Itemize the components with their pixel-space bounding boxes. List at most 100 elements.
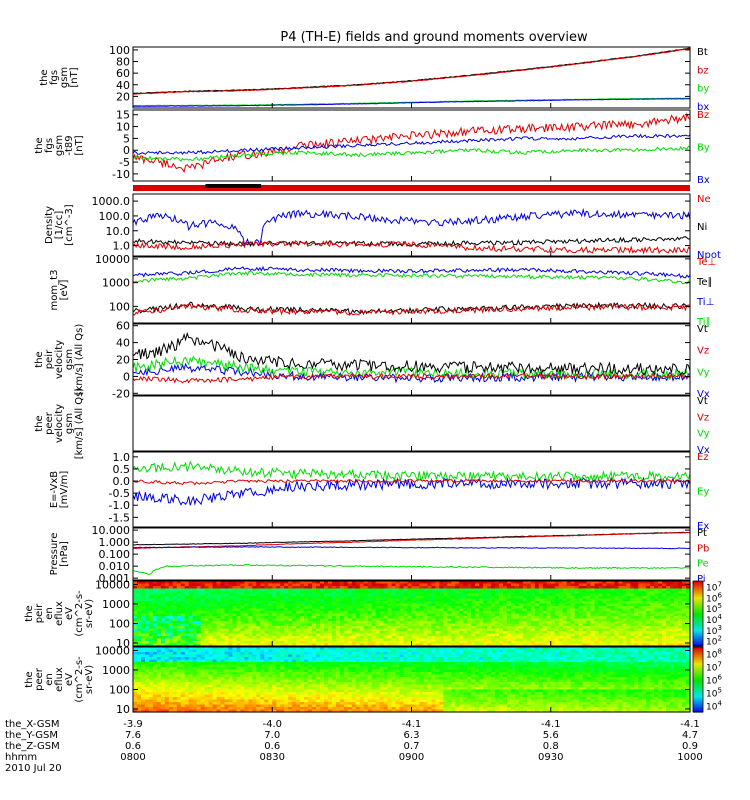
panel-frame [132, 395, 691, 452]
panel-frame [132, 109, 691, 182]
y-tick-label: 80 [116, 56, 130, 69]
x-tick-label: -3.9 [123, 719, 143, 730]
y-tick-label: 0.100 [99, 548, 131, 561]
series-Te⊥ [132, 303, 691, 316]
series-Bt [132, 47, 691, 95]
y-label-line: gsm [54, 135, 65, 156]
y-axis-label: the peir velocity gsm [km/s] (All Qs) [34, 324, 85, 396]
x-tick-label: 0900 [399, 752, 424, 763]
colorbar-tick: 107 [706, 661, 722, 674]
spectrogram-layer [133, 581, 691, 713]
x-tick-label: 0.6 [125, 741, 141, 752]
y-axis-label: the fgs gsm -t89 [nT] [34, 135, 85, 156]
y-tick-label: 0.001 [99, 572, 131, 585]
y-tick-label: 5 [123, 132, 130, 145]
y-label-line: Density [44, 206, 55, 244]
y-tick-label: 1000 [102, 664, 130, 677]
colorbar-tick: 104 [706, 700, 722, 713]
y-tick-label: 10000 [95, 578, 130, 591]
y-label-line: the [34, 415, 45, 431]
y-tick-label: 100 [109, 44, 130, 57]
x-tick-label: 0.8 [543, 741, 559, 752]
y-label-line: velocity [54, 404, 65, 443]
x-tick-label: 7.6 [125, 730, 141, 741]
y-label-line: the [24, 605, 35, 621]
y-axis-label: the peer velocity gsm [km/s] (All Qs) [34, 388, 85, 460]
x-row-label: the_Y-GSM [5, 730, 58, 741]
series-Bx [132, 133, 691, 156]
x-tick-label: 4.7 [682, 730, 698, 741]
y-label-line: (cm^2-s- [74, 590, 85, 637]
y-axis-label: the fgs gsm [nT] [39, 67, 80, 88]
x-tick-label: 0.9 [682, 741, 698, 752]
y-tick-label: 0 [123, 144, 130, 157]
status-bar-red [133, 185, 690, 191]
panel-3: 1000.0 100.0 10.0 1.0 Density [1/cc] [cm^-3] Ne… [44, 193, 721, 261]
series-Ni [132, 236, 690, 248]
y-tick-label: -0.5 [109, 487, 130, 500]
panel-10: 10000 1000 100 10 the peer en eflux eV (cm^2-s-sr… [24, 644, 691, 716]
y-axis-label: Pressure [nPa] [49, 533, 70, 576]
series-Ey [132, 460, 691, 483]
y-label-line: sr-eV) [84, 665, 95, 694]
legend-entry: Bz [697, 110, 709, 121]
x-tick-label: 7.0 [264, 730, 280, 741]
legend-entry: Te∥ [696, 277, 713, 288]
y-tick-label: 100 [109, 683, 130, 696]
colorbar-tick: 106 [706, 674, 722, 687]
series-Npot [132, 207, 691, 247]
legend-entry: Ne [697, 194, 711, 205]
y-label-line: E=-VxB [49, 471, 60, 508]
y-label-line: [nPa] [59, 541, 70, 567]
y-tick-label: 10 [116, 703, 130, 716]
status-bar-black [205, 184, 262, 188]
y-label-line: velocity [54, 340, 65, 379]
legend-entry: Vy [697, 367, 710, 378]
x-row-label: 2010 Jul 20 [5, 763, 62, 774]
y-tick-label: 20 [116, 354, 130, 367]
legend-entry: Pe [697, 559, 709, 570]
y-tick-label: 0.010 [99, 560, 131, 573]
series-Vt [132, 331, 691, 377]
y-axis-label: E=-VxB [mV/m] [49, 471, 70, 509]
legend-entry: Vt [697, 396, 708, 407]
legend-entry: Vt [697, 324, 708, 335]
y-tick-label: 0.0 [113, 475, 131, 488]
legend-entry: Vz [697, 412, 709, 423]
y-label-line: [nT] [69, 67, 80, 87]
y-tick-label: 1000 [102, 598, 130, 611]
legend-entry: Te⊥ [696, 257, 716, 268]
x-row-label: the_Z-GSM [5, 741, 60, 752]
legend-entry: bz [697, 65, 709, 76]
y-label-line: peir [34, 603, 45, 623]
y-label-line: [1/cc] [54, 211, 65, 240]
legend-entry: Vz [697, 346, 709, 357]
y-label-line: eV [64, 673, 75, 686]
series-Pe [132, 564, 691, 576]
x-row-label: the_X-GSM [5, 719, 59, 730]
y-tick-label: 10000 [95, 644, 130, 657]
y-label-line: en [44, 673, 55, 686]
y-tick-label: -10 [112, 168, 130, 181]
panel-7: 1.00.50.0-0.5-1.0-1.5 E=-VxB [mV/m] Ez Ey Ex [49, 451, 709, 532]
data-layer [132, 47, 691, 576]
panel-9: 10000 1000 100 10 the peir en eflux eV (cm^2-s-sr… [24, 578, 691, 650]
y-tick-label: 10000 [95, 253, 130, 266]
legend-entry: Bt [697, 47, 708, 58]
y-tick-label: 60 [116, 67, 130, 80]
y-label-line: eflux [54, 667, 65, 692]
legend-entry: Npot [697, 250, 721, 261]
y-tick-label: -20 [112, 387, 130, 400]
y-tick-label: -1.0 [109, 499, 130, 512]
y-tick-label: 0 [123, 370, 130, 383]
y-tick-label: 40 [116, 337, 130, 350]
colorbar-tick: 108 [706, 648, 722, 661]
y-label-line: gsm [59, 67, 70, 88]
series-Ti⊥ [132, 265, 691, 279]
series-Vx [132, 362, 691, 384]
y-tick-label: 40 [116, 79, 130, 92]
series-bz [132, 48, 691, 95]
